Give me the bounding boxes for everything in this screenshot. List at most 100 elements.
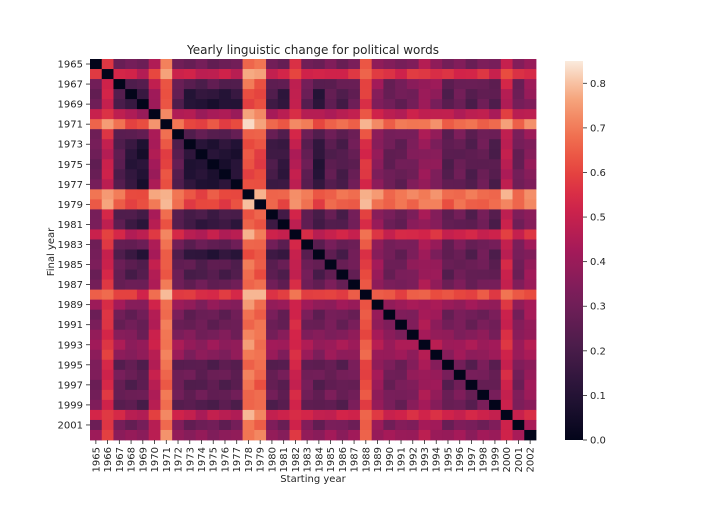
heatmap-cell <box>207 119 220 130</box>
heatmap-cell <box>442 169 455 180</box>
heatmap-cell <box>183 389 197 401</box>
heatmap-cell <box>219 379 232 391</box>
heatmap-cell <box>489 179 502 190</box>
heatmap-cell <box>219 89 232 100</box>
heatmap-cell <box>148 269 161 280</box>
heatmap-cell <box>254 149 267 160</box>
heatmap-cell <box>125 429 138 441</box>
x-tick-label: 1988 <box>361 447 372 472</box>
heatmap-cell <box>336 419 349 431</box>
y-tick-label: 1987 <box>58 280 83 291</box>
heatmap-cell <box>453 239 466 250</box>
heatmap-cell <box>230 349 243 361</box>
heatmap-cell <box>359 289 373 301</box>
heatmap-cell <box>465 369 478 381</box>
heatmap-cell <box>254 229 267 240</box>
heatmap-cell <box>524 129 537 140</box>
heatmap-cell <box>442 159 455 170</box>
heatmap-cell <box>465 89 478 100</box>
heatmap-cell <box>489 349 502 361</box>
heatmap-cell <box>395 159 408 170</box>
heatmap-cell <box>172 429 185 441</box>
heatmap-cell <box>500 229 513 240</box>
heatmap-cell <box>477 139 490 150</box>
heatmap-cell <box>395 319 408 331</box>
heatmap-cell <box>500 179 513 190</box>
heatmap-cell <box>160 399 173 411</box>
heatmap-cell <box>207 399 220 411</box>
heatmap-cell <box>500 399 513 411</box>
heatmap-cell <box>336 379 349 391</box>
heatmap-cell <box>500 199 513 210</box>
heatmap-cell <box>277 179 290 190</box>
heatmap-cell <box>313 369 326 381</box>
heatmap-cell <box>101 349 114 361</box>
heatmap-cell <box>430 409 443 421</box>
heatmap-cell <box>489 79 502 90</box>
heatmap-cell <box>442 419 455 431</box>
heatmap-cell <box>207 259 220 270</box>
heatmap-cell <box>230 249 243 260</box>
heatmap-cell <box>500 59 513 70</box>
heatmap-cell <box>512 119 525 130</box>
heatmap-cell <box>324 109 337 120</box>
heatmap-cell <box>348 179 361 190</box>
heatmap-cell <box>148 359 161 371</box>
heatmap-cell <box>90 239 103 250</box>
heatmap-cell <box>453 159 466 170</box>
heatmap-cell <box>160 339 173 351</box>
heatmap-cell <box>348 339 361 351</box>
heatmap-cell <box>160 79 173 90</box>
heatmap-cell <box>442 99 455 110</box>
heatmap-cell <box>383 159 396 170</box>
heatmap-cell <box>359 329 373 341</box>
heatmap-cell <box>219 259 232 270</box>
heatmap-cell <box>336 329 349 341</box>
heatmap-cell <box>313 209 326 220</box>
y-tick-label: 1973 <box>58 140 83 151</box>
heatmap-cell <box>406 289 420 301</box>
heatmap-cell <box>113 139 126 150</box>
heatmap-cell <box>219 119 232 130</box>
heatmap-cell <box>477 309 490 321</box>
heatmap-cell <box>395 359 408 371</box>
heatmap-cell <box>289 339 302 351</box>
heatmap-cell <box>183 89 197 100</box>
heatmap-cell <box>266 399 279 411</box>
heatmap-cell <box>289 149 302 160</box>
y-tick-label: 1993 <box>58 340 83 351</box>
heatmap-cells <box>90 59 537 441</box>
heatmap-cell <box>113 279 126 291</box>
heatmap-cell <box>90 159 103 170</box>
heatmap-cell <box>348 139 361 150</box>
heatmap-cell <box>160 319 173 331</box>
heatmap-cell <box>183 199 197 210</box>
heatmap-cell <box>101 79 114 90</box>
heatmap-cell <box>336 279 349 291</box>
heatmap-cell <box>395 69 408 80</box>
heatmap-cell <box>242 429 255 441</box>
heatmap-cell <box>406 229 420 240</box>
heatmap-cell <box>242 229 255 240</box>
heatmap-cell <box>172 289 185 301</box>
heatmap-cell <box>406 339 420 351</box>
heatmap-cell <box>313 89 326 100</box>
heatmap-cell <box>136 399 150 411</box>
heatmap-cell <box>230 369 243 381</box>
heatmap-cell <box>348 329 361 341</box>
heatmap-cell <box>418 89 431 100</box>
heatmap-cell <box>266 419 279 431</box>
heatmap-cell <box>172 119 185 130</box>
heatmap-cell <box>160 149 173 160</box>
heatmap-cell <box>489 289 502 301</box>
heatmap-cell <box>489 129 502 140</box>
heatmap-cell <box>359 179 373 190</box>
heatmap-cell <box>160 89 173 100</box>
heatmap-cell <box>148 219 161 230</box>
heatmap-cell <box>500 299 513 311</box>
heatmap-cell <box>512 199 525 210</box>
heatmap-cell <box>136 379 150 391</box>
heatmap-cell <box>383 409 396 421</box>
heatmap-cell <box>324 69 337 80</box>
